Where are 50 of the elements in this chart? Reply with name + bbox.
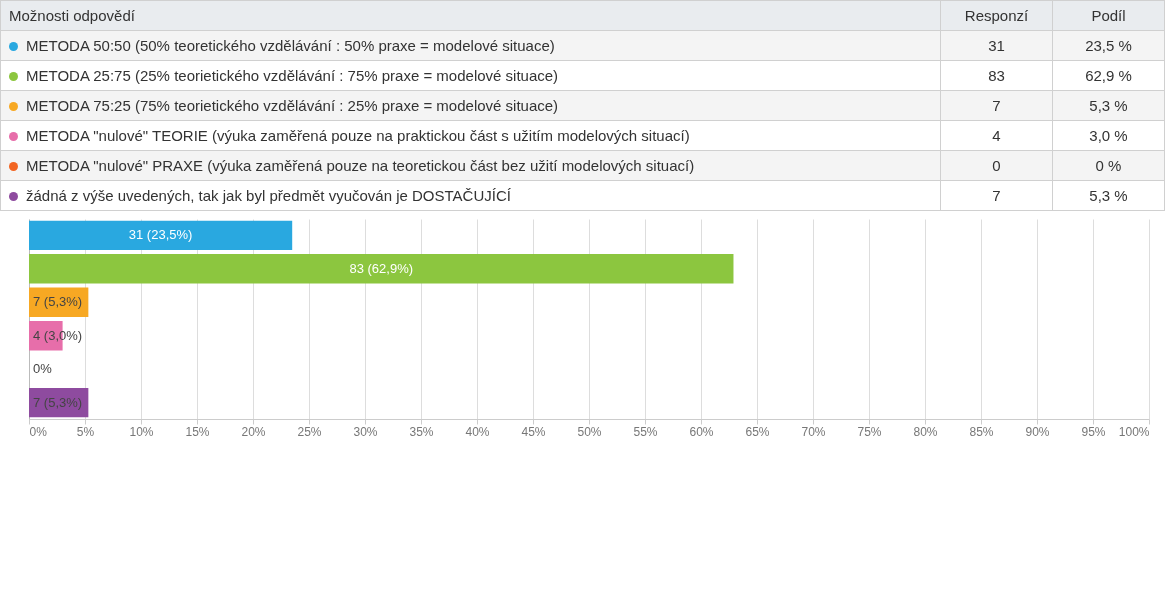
text: METODA 75:25 (75% teorietického vzdělávání : 25% praxe = modelové situace) <box>0 90 941 121</box>
text: 0 % <box>1052 150 1165 181</box>
x-tick-label: 35% <box>409 424 434 439</box>
text: 3,0 % <box>1052 120 1165 151</box>
text: METODA "nulové" PRAXE (výuka zaměřená pouze na teoretickou část bez užití modelových situací) <box>0 150 941 181</box>
text: Podíl <box>1052 0 1165 31</box>
x-tick-label: 20% <box>241 424 266 439</box>
x-tick-label: 95% <box>1081 424 1106 439</box>
text: Možnosti odpovědí <box>0 0 941 31</box>
text: 5,3 % <box>1052 180 1165 211</box>
x-tick-label: 60% <box>689 424 714 439</box>
text: žádná z výše uvedených, tak jak byl předmět vyučován je DOSTAČUJÍCÍ <box>0 180 941 211</box>
x-tick-label: 30% <box>353 424 378 439</box>
data-label: 83 (62,9%) <box>349 260 414 276</box>
text: 0 <box>940 150 1053 181</box>
x-tick-label: 80% <box>913 424 938 439</box>
text: 23,5 % <box>1052 30 1165 61</box>
text: METODA "nulové" TEORIE (výuka zaměřená pouze na praktickou část s užitím modelových situací) <box>0 120 941 151</box>
data-label: 7 (5,3%) <box>33 294 83 310</box>
x-tick-label: 15% <box>185 424 210 439</box>
x-tick-label: 100% <box>1118 424 1150 439</box>
x-tick-label: 45% <box>521 424 546 439</box>
data-label: 7 (5,3%) <box>33 394 83 410</box>
bar <box>29 220 293 251</box>
x-tick-label: 65% <box>745 424 770 439</box>
x-tick-label: 70% <box>801 424 826 439</box>
text: 62,9 % <box>1052 60 1165 91</box>
text: Responzí <box>940 0 1053 31</box>
x-tick-label: 85% <box>969 424 994 439</box>
data-label: 4 (3,0%) <box>33 327 83 343</box>
x-tick-label: 55% <box>633 424 658 439</box>
data-label: 31 (23,5%) <box>128 227 193 243</box>
text: 4 <box>940 120 1053 151</box>
x-tick-label: 25% <box>297 424 322 439</box>
x-tick-label: 10% <box>129 424 154 439</box>
text: METODA 50:50 (50% teoretického vzdělávání : 50% praxe = modelové situace) <box>0 30 941 61</box>
text: 5,3 % <box>1052 90 1165 121</box>
text: 83 <box>940 60 1053 91</box>
x-tick-label: 0% <box>29 424 48 439</box>
text: METODA 25:75 (25% teorietického vzdělávání : 75% praxe = modelové situace) <box>0 60 941 91</box>
data-label: 0% <box>33 361 53 377</box>
x-tick-label: 5% <box>76 424 95 439</box>
text: 7 <box>940 90 1053 121</box>
text: 31 <box>940 30 1053 61</box>
x-tick-label: 90% <box>1025 424 1050 439</box>
x-tick-label: 75% <box>857 424 882 439</box>
text: 7 <box>940 180 1053 211</box>
bar <box>29 254 734 284</box>
x-tick-label: 50% <box>577 424 602 439</box>
x-tick-label: 40% <box>465 424 490 439</box>
